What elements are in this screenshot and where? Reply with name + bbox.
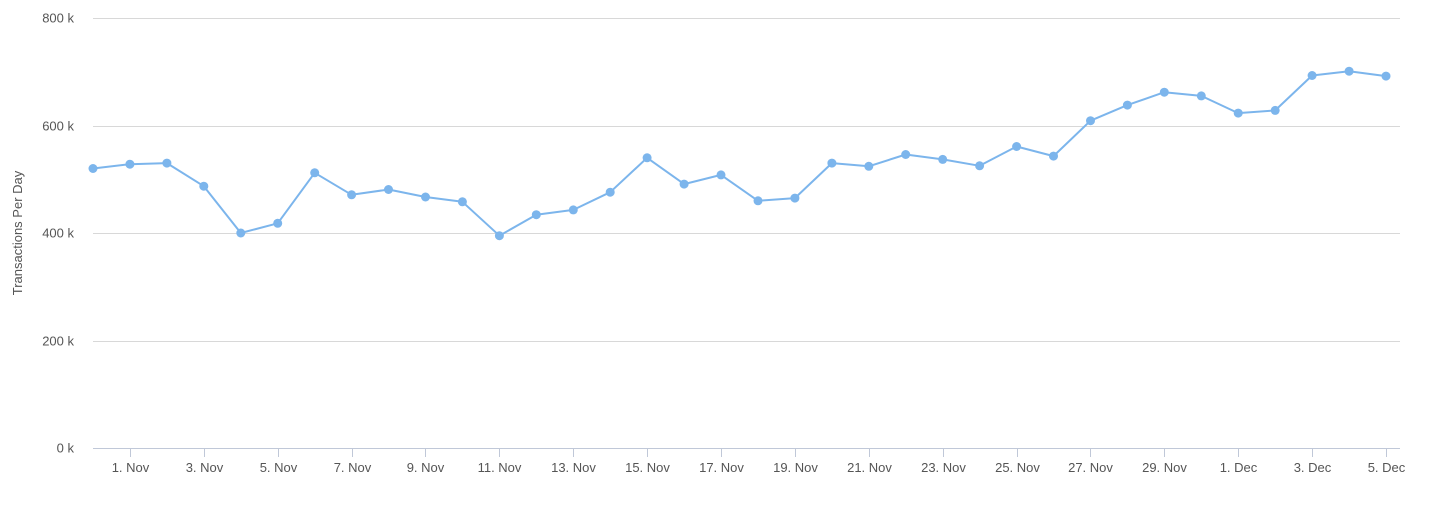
data-point[interactable] — [531, 210, 541, 220]
data-point[interactable] — [827, 158, 837, 168]
data-point[interactable] — [568, 205, 578, 215]
data-point[interactable] — [88, 164, 98, 173]
data-point[interactable] — [310, 168, 320, 178]
data-point[interactable] — [716, 170, 726, 180]
data-point[interactable] — [1381, 71, 1391, 81]
data-point[interactable] — [1307, 71, 1317, 80]
data-point[interactable] — [1049, 151, 1058, 161]
data-point[interactable] — [1270, 105, 1280, 115]
data-point[interactable] — [347, 190, 357, 200]
x-tick-label: 5. Dec — [1368, 460, 1406, 475]
x-tick-label: 19. Nov — [773, 460, 818, 475]
data-point[interactable] — [162, 158, 172, 168]
x-tick-label: 5. Nov — [260, 460, 298, 475]
data-point[interactable] — [975, 161, 985, 171]
x-tick-label: 11. Nov — [478, 460, 522, 475]
x-tick-label: 17. Nov — [699, 460, 744, 475]
data-point[interactable] — [938, 154, 948, 164]
data-point[interactable] — [125, 159, 135, 169]
gridlines — [93, 18, 1400, 342]
data-point[interactable] — [679, 179, 689, 189]
y-tick-label: 200 k — [42, 334, 74, 349]
data-point[interactable] — [864, 161, 874, 171]
x-tick-label: 13. Nov — [551, 460, 596, 475]
data-point[interactable] — [642, 153, 652, 163]
data-point[interactable] — [199, 181, 209, 191]
x-axis: 1. Nov 3. Nov 5. Nov 7. Nov 9. Nov 11. Nov 13.… — [93, 448, 1406, 475]
x-tick-label: 25. Nov — [995, 460, 1040, 475]
data-point[interactable] — [273, 218, 283, 228]
x-tick-label: 21. Nov — [847, 460, 892, 475]
data-point[interactable] — [421, 192, 430, 202]
data-point[interactable] — [236, 228, 246, 238]
series-line — [92, 70, 1387, 237]
y-tick-label: 400 k — [42, 226, 74, 241]
y-axis-title: Transactions Per Day — [10, 170, 25, 295]
data-point[interactable] — [1344, 66, 1354, 76]
x-tick-label: 1. Nov — [112, 460, 150, 475]
data-point[interactable] — [384, 185, 393, 194]
y-tick-label: 0 k — [57, 441, 75, 456]
x-tick-label: 1. Dec — [1220, 460, 1258, 475]
data-point[interactable] — [1159, 87, 1169, 97]
data-point[interactable] — [753, 196, 763, 206]
data-point[interactable] — [457, 197, 467, 207]
x-tick-label: 3. Dec — [1294, 460, 1332, 475]
data-point[interactable] — [1196, 91, 1206, 101]
data-point[interactable] — [1233, 108, 1243, 118]
x-tick-label: 29. Nov — [1142, 460, 1187, 475]
data-point[interactable] — [605, 187, 615, 197]
data-point[interactable] — [1012, 142, 1022, 151]
series — [88, 66, 1391, 241]
data-point[interactable] — [790, 193, 800, 203]
x-tick-label: 23. Nov — [921, 460, 966, 475]
y-tick-label: 600 k — [42, 119, 74, 134]
y-tick-label: 800 k — [42, 11, 74, 26]
x-tick-label: 27. Nov — [1068, 460, 1113, 475]
x-tick-label: 9. Nov — [407, 460, 445, 475]
y-axis: 0 k 200 k 400 k 600 k 800 k — [42, 11, 74, 456]
data-point[interactable] — [1122, 100, 1132, 110]
data-point[interactable] — [494, 231, 504, 241]
x-tick-label: 7. Nov — [334, 460, 372, 475]
data-point[interactable] — [1086, 116, 1095, 126]
data-point[interactable] — [901, 150, 911, 159]
x-tick-label: 3. Nov — [186, 460, 224, 475]
x-tick-label: 15. Nov — [625, 460, 670, 475]
